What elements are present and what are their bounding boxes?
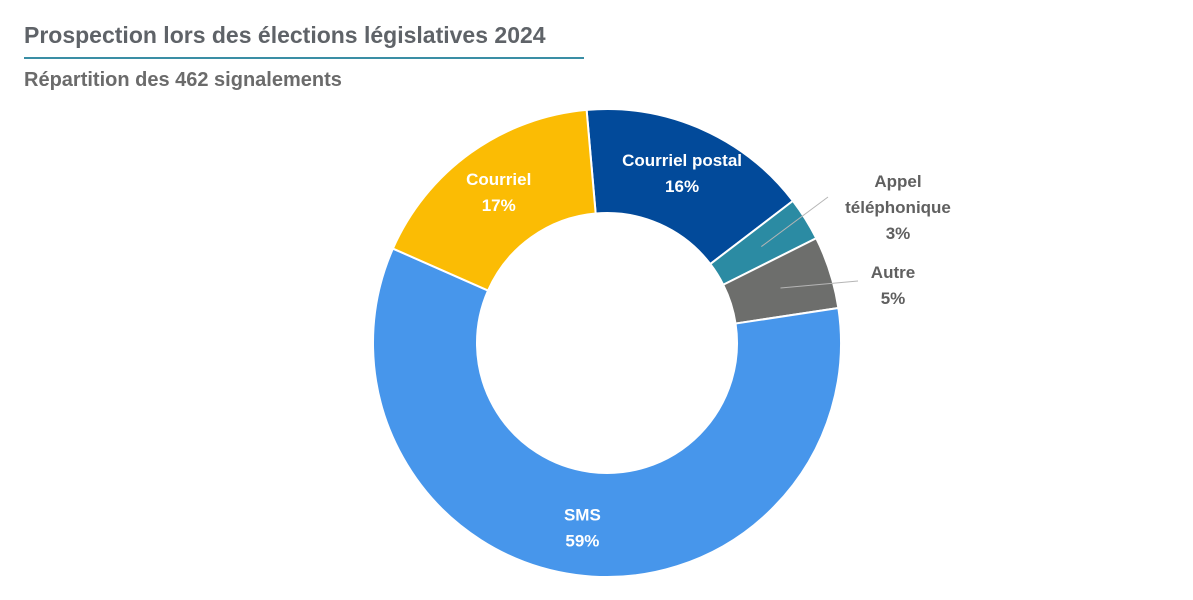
leader-lines bbox=[761, 196, 859, 289]
leader-line-appel-telephonique bbox=[761, 196, 829, 247]
chart-title: Prospection lors des élections législati… bbox=[24, 22, 584, 59]
donut-slices bbox=[372, 108, 842, 578]
slice-value-label: 16% bbox=[665, 177, 699, 196]
slice-labels: Courriel postal 16% Appel téléphonique 3% Aut… bbox=[466, 151, 951, 551]
leader-line-autre bbox=[780, 280, 859, 289]
slice-name-label: Autre bbox=[871, 263, 915, 282]
slice-label-courriel: Courriel 17% bbox=[466, 170, 531, 215]
slice-name-label: téléphonique bbox=[845, 198, 951, 217]
slice-sms bbox=[372, 247, 842, 578]
slice-value-label: 5% bbox=[881, 289, 906, 308]
chart-header: Prospection lors des élections législati… bbox=[24, 22, 584, 92]
slice-label-courriel-postal: Courriel postal 16% bbox=[622, 151, 742, 196]
slice-courriel bbox=[391, 108, 597, 292]
slice-label-autre: Autre 5% bbox=[871, 263, 915, 308]
slice-name-label: Courriel bbox=[466, 170, 531, 189]
slice-value-label: 17% bbox=[482, 196, 516, 215]
slice-label-sms: SMS 59% bbox=[564, 505, 601, 550]
chart-subtitle: Répartition des 462 signalements bbox=[24, 69, 342, 91]
slice-value-label: 59% bbox=[565, 531, 599, 550]
slice-name-label: Appel bbox=[874, 172, 921, 191]
slice-value-label: 3% bbox=[886, 224, 911, 243]
slice-label-appel-telephonique: Appel téléphonique 3% bbox=[845, 172, 951, 243]
slice-name-label: Courriel postal bbox=[622, 151, 742, 170]
slice-name-label: SMS bbox=[564, 505, 601, 524]
slice-courriel-postal bbox=[585, 108, 795, 266]
